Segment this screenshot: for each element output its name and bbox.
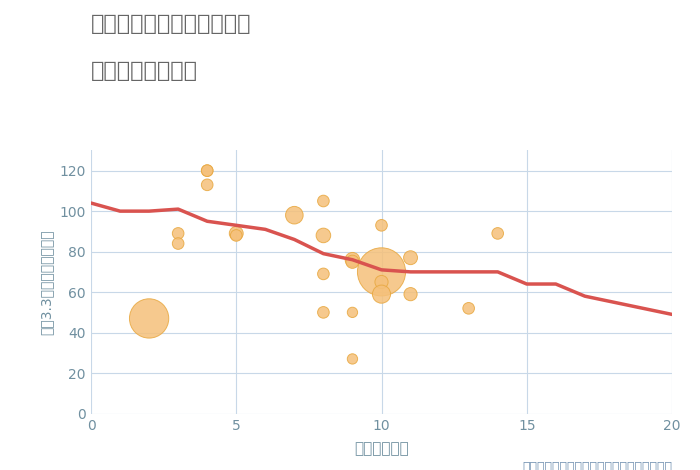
Point [346,258,358,266]
Point [376,221,387,229]
Point [463,305,475,312]
Point [202,167,213,174]
Point [376,290,387,298]
Point [492,230,503,237]
Point [202,181,213,188]
Point [231,230,242,237]
Point [318,270,329,278]
Point [318,232,329,239]
Point [346,256,358,264]
Point [318,309,329,316]
Point [289,212,300,219]
Point [172,240,183,247]
Point [144,315,155,322]
Point [405,290,416,298]
Point [202,167,213,174]
X-axis label: 駅距離（分）: 駅距離（分） [354,441,409,456]
Point [318,197,329,205]
Point [172,230,183,237]
Point [231,232,242,239]
Text: 円の大きさは、取引のあった物件面積を示す: 円の大きさは、取引のあった物件面積を示す [522,461,672,470]
Point [346,355,358,363]
Point [405,254,416,261]
Point [346,309,358,316]
Y-axis label: 坪（3.3㎡）単価（万円）: 坪（3.3㎡）単価（万円） [39,229,53,335]
Text: 兵庫県尼崎市武庫之荘東の: 兵庫県尼崎市武庫之荘東の [91,14,251,34]
Text: 駅距離別土地価格: 駅距離別土地価格 [91,61,198,81]
Point [376,278,387,286]
Point [376,268,387,275]
